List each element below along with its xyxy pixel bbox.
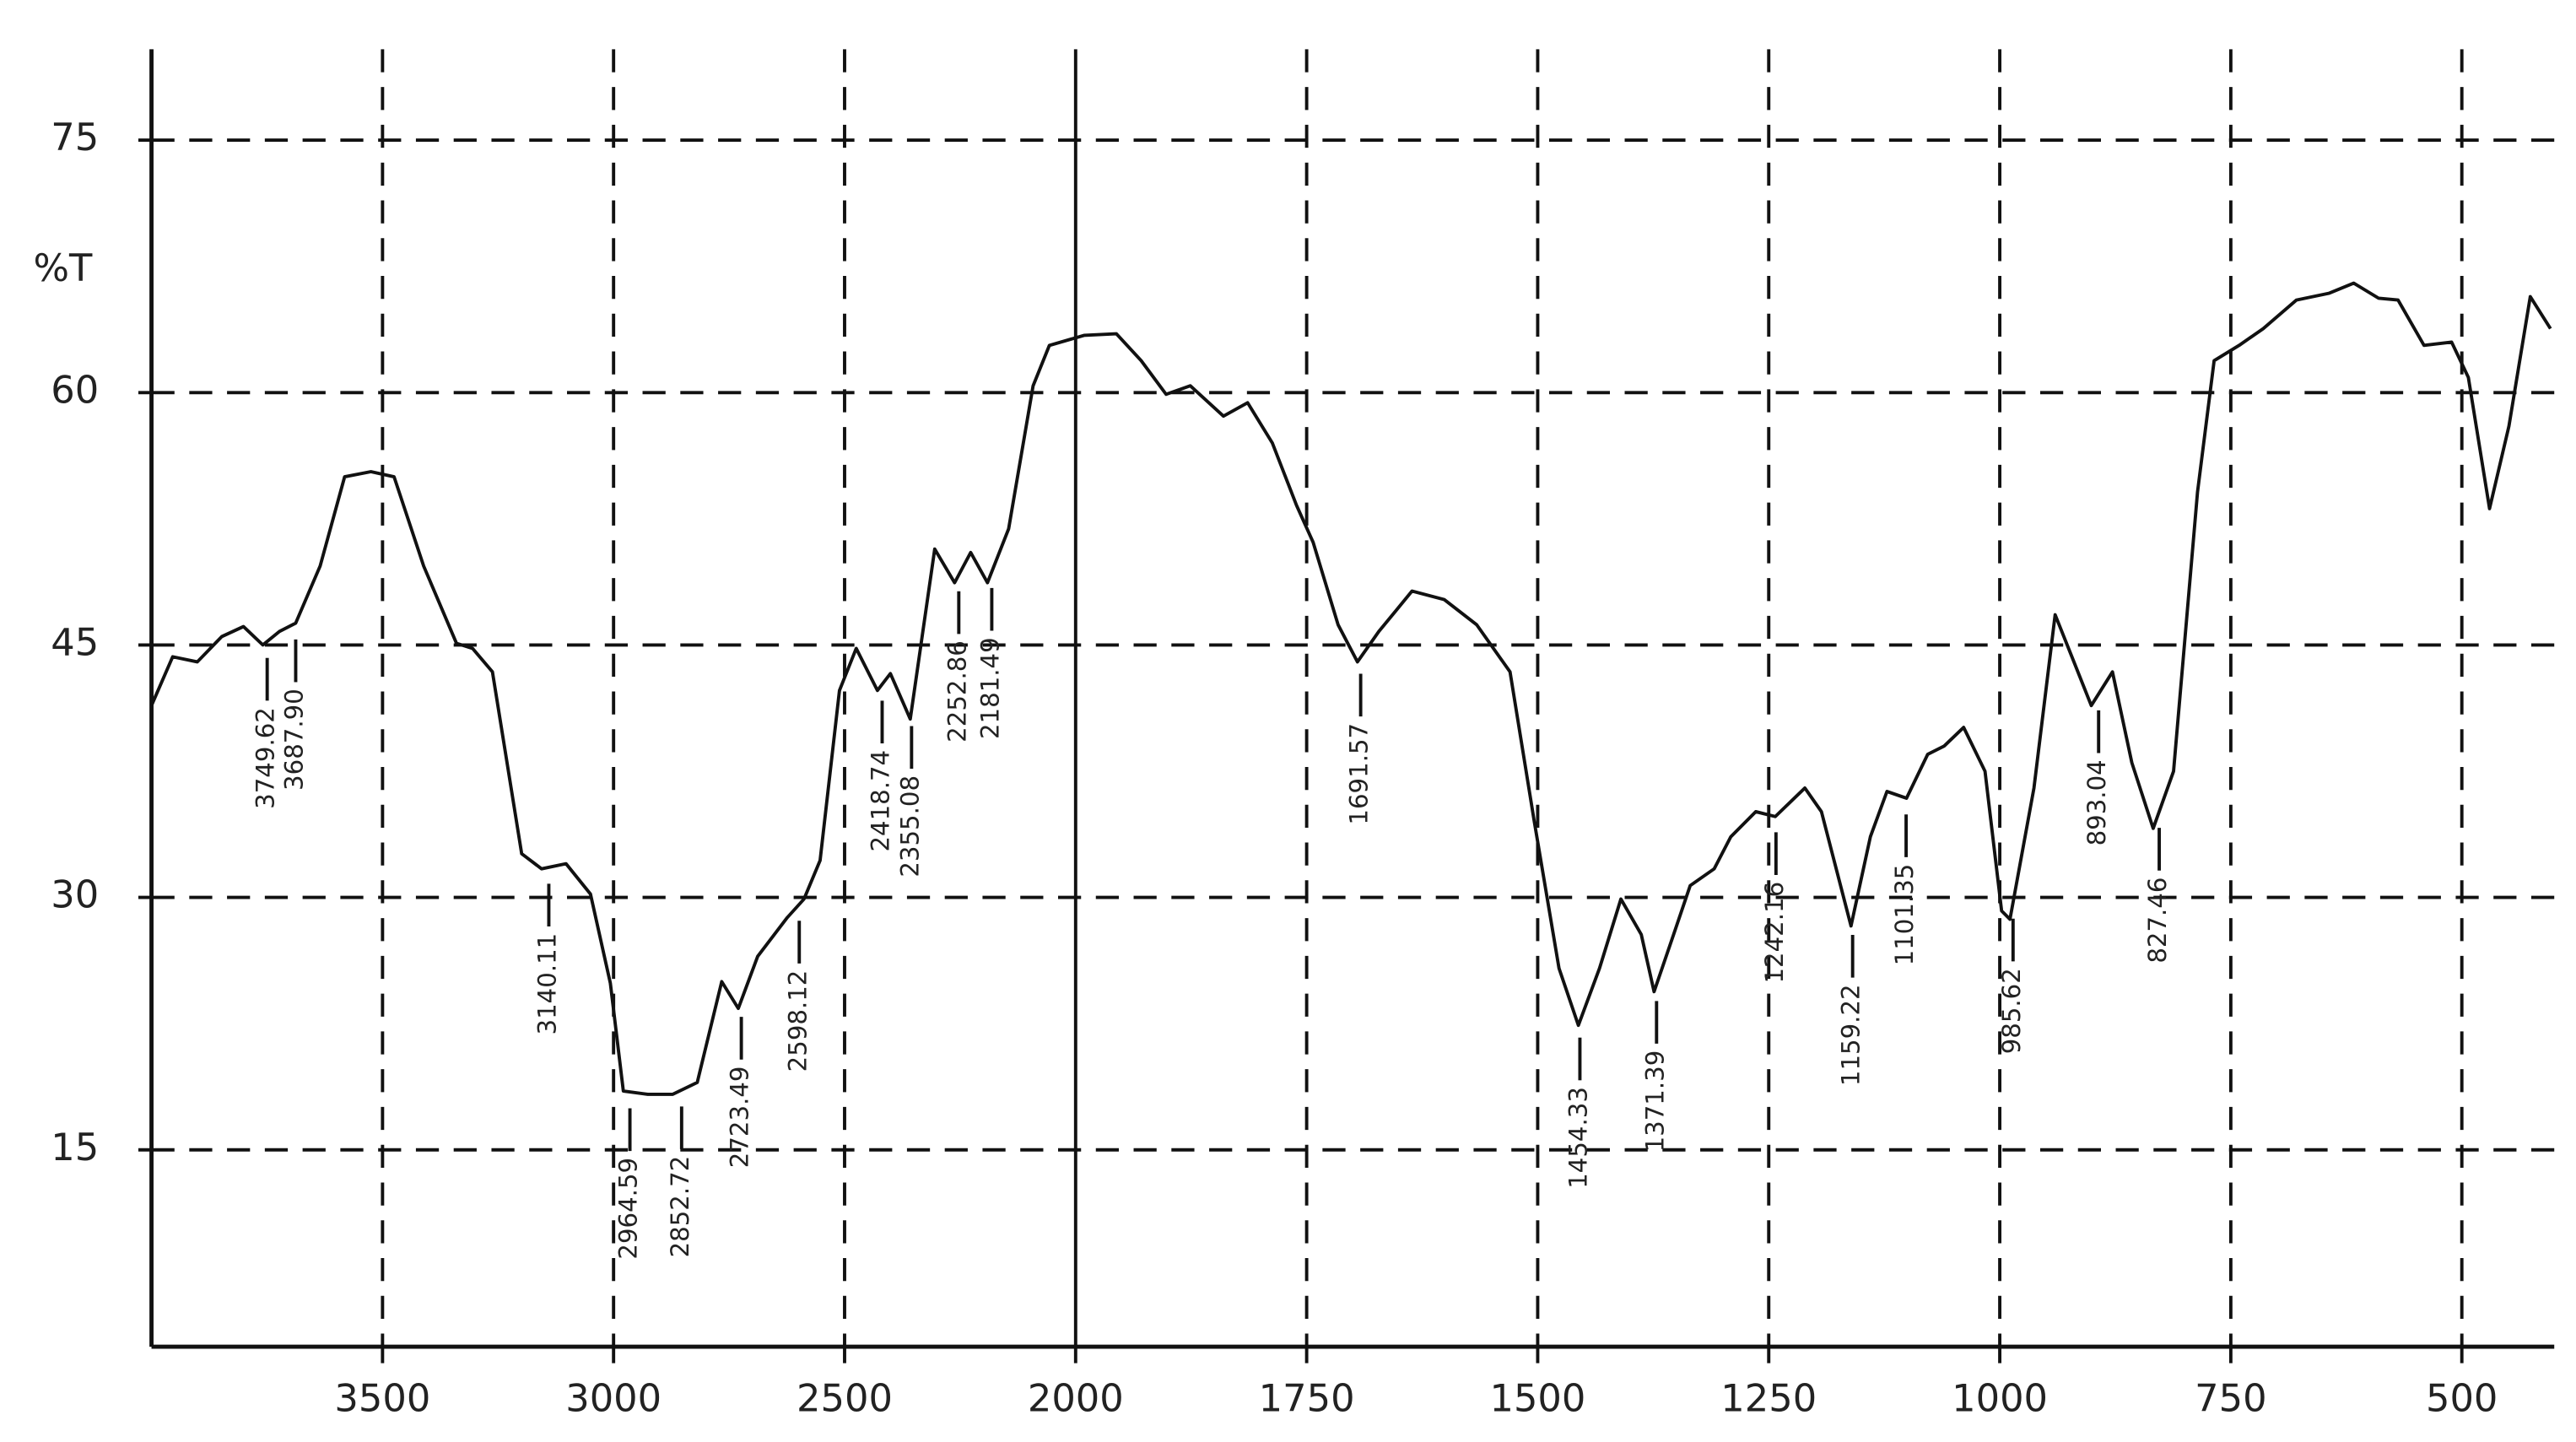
y-axis-label: %T — [34, 246, 94, 290]
x-tick-label: 2500 — [797, 1375, 893, 1420]
peak-label: 2418.74 — [866, 750, 894, 852]
peak-label: 893.04 — [2082, 759, 2111, 845]
y-tick-label: 75 — [51, 115, 99, 159]
y-tick-label: 60 — [51, 367, 99, 412]
peak-label: 3687.90 — [279, 689, 308, 791]
peak-label: 1691.57 — [1345, 723, 1374, 825]
peak-label: 827.46 — [2143, 878, 2172, 964]
x-tick-label: 1500 — [1489, 1375, 1585, 1420]
x-tick-label: 1000 — [1952, 1375, 2048, 1420]
x-tick-label: 3500 — [334, 1375, 430, 1420]
peak-label: 985.62 — [1997, 968, 2026, 1054]
x-tick-label: 750 — [2195, 1375, 2266, 1420]
peak-label: 1454.33 — [1563, 1087, 1592, 1189]
peak-label: 2252.86 — [942, 640, 971, 743]
x-tick-label: 1250 — [1720, 1375, 1817, 1420]
x-tick-label: 500 — [2426, 1375, 2498, 1420]
y-tick-label: 30 — [51, 872, 99, 917]
peak-label: 2598.12 — [783, 970, 812, 1072]
y-tick-label: 45 — [51, 619, 99, 664]
peak-label: 2964.59 — [614, 1158, 643, 1260]
y-tick-label: 15 — [51, 1125, 99, 1169]
x-tick-label: 2000 — [1028, 1375, 1124, 1420]
peak-label: 3749.62 — [251, 707, 280, 809]
peak-label: 2181.49 — [975, 637, 1004, 739]
peak-label: 2723.49 — [726, 1066, 754, 1168]
x-tick-label: 1750 — [1259, 1375, 1355, 1420]
peak-label: 2852.72 — [666, 1156, 694, 1258]
peak-label: 1371.39 — [1640, 1050, 1669, 1153]
peak-label: 1242.16 — [1760, 882, 1789, 984]
peak-label: 1159.22 — [1837, 984, 1866, 1086]
peak-label: 2355.08 — [895, 775, 924, 878]
spectrum-line — [149, 281, 2552, 1096]
x-tick-label: 3000 — [565, 1375, 662, 1420]
peak-label: 1101.35 — [1890, 864, 1919, 966]
peak-label: 3140.11 — [532, 933, 561, 1035]
